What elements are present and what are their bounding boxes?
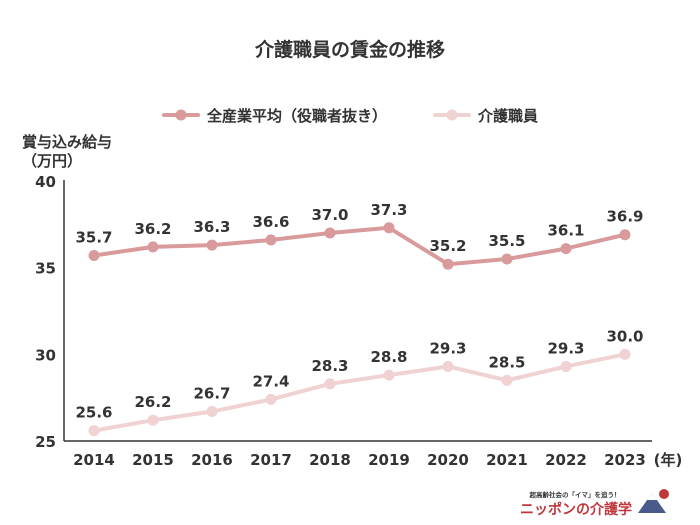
data-label: 37.0 bbox=[311, 206, 348, 224]
legend-marker-all-industry bbox=[175, 109, 187, 121]
data-point bbox=[324, 227, 336, 239]
series-1: 25.6 26.2 26.7 27.4 28.3 28.8 29.3 28.5 29.3 30.0 bbox=[75, 327, 644, 437]
y-axis-label-line1: 賞与込み給与 bbox=[22, 133, 112, 151]
series-0: 35.7 36.2 36.3 36.6 37.0 37.3 35.2 35.5 36.1 36.9 bbox=[75, 201, 644, 270]
data-label: 29.3 bbox=[429, 339, 466, 357]
logo-tagline: 超高齢社会の「イマ」を追う！ bbox=[529, 490, 621, 499]
data-point bbox=[560, 360, 572, 372]
data-label: 36.2 bbox=[134, 220, 171, 238]
mountain-icon bbox=[638, 493, 666, 513]
data-label: 35.2 bbox=[429, 237, 466, 255]
legend-label-all-industry: 全産業平均（役職者抜き） bbox=[206, 107, 387, 125]
data-label: 28.8 bbox=[370, 348, 407, 366]
x-tick-label: 2023 bbox=[604, 451, 646, 469]
data-point bbox=[265, 393, 277, 405]
data-point bbox=[442, 258, 454, 270]
y-tick-label: 40 bbox=[35, 173, 56, 191]
data-point bbox=[383, 222, 395, 234]
y-tick-label: 30 bbox=[35, 346, 56, 364]
x-tick-label: 2015 bbox=[132, 451, 174, 469]
x-axis-unit: (年) bbox=[654, 451, 683, 469]
data-label: 36.1 bbox=[547, 222, 584, 240]
data-label: 36.9 bbox=[606, 208, 643, 226]
data-point bbox=[265, 234, 277, 246]
y-tick-label: 25 bbox=[35, 433, 56, 451]
data-point bbox=[501, 253, 513, 265]
data-point bbox=[147, 414, 159, 426]
data-label: 30.0 bbox=[606, 327, 643, 345]
legend: 全産業平均（役職者抜き） 介護職員 bbox=[162, 107, 538, 125]
logo-name: ニッポンの介護学 bbox=[520, 501, 632, 518]
x-tick-label: 2020 bbox=[427, 451, 469, 469]
data-point bbox=[560, 243, 572, 255]
data-point bbox=[206, 239, 218, 251]
data-point bbox=[383, 369, 395, 381]
data-label: 36.3 bbox=[193, 218, 230, 236]
x-tick-label: 2018 bbox=[309, 451, 351, 469]
data-label: 29.3 bbox=[547, 339, 584, 357]
x-tick-label: 2017 bbox=[250, 451, 292, 469]
data-point bbox=[324, 378, 336, 390]
data-point bbox=[619, 348, 631, 360]
legend-label-care-workers: 介護職員 bbox=[477, 107, 538, 125]
brand-logo: 超高齢社会の「イマ」を追う！ ニッポンの介護学 bbox=[520, 489, 669, 518]
x-tick-label: 2019 bbox=[368, 451, 410, 469]
data-point bbox=[147, 241, 159, 253]
x-tick-label: 2014 bbox=[73, 451, 115, 469]
data-label: 26.7 bbox=[193, 385, 230, 403]
chart-title: 介護職員の賃金の推移 bbox=[254, 38, 445, 61]
y-tick-label: 35 bbox=[35, 260, 56, 278]
data-label: 27.4 bbox=[252, 372, 289, 390]
legend-marker-care-workers bbox=[446, 109, 458, 121]
x-tick-label: 2016 bbox=[191, 451, 233, 469]
data-label: 35.7 bbox=[75, 229, 112, 247]
data-point bbox=[88, 250, 100, 262]
data-label: 35.5 bbox=[488, 232, 525, 250]
x-tick-label: 2022 bbox=[545, 451, 587, 469]
data-label: 28.5 bbox=[488, 353, 525, 371]
mountain-snow-icon bbox=[647, 493, 657, 500]
y-axis-label-line2: （万円） bbox=[22, 152, 82, 170]
data-label: 37.3 bbox=[370, 201, 407, 219]
data-point bbox=[619, 229, 631, 241]
series-line bbox=[92, 225, 627, 267]
sun-icon bbox=[659, 489, 669, 499]
data-label: 25.6 bbox=[75, 404, 112, 422]
data-point bbox=[501, 374, 513, 386]
data-point bbox=[88, 425, 100, 437]
data-point bbox=[206, 406, 218, 418]
data-point bbox=[442, 360, 454, 372]
x-tick-label: 2021 bbox=[486, 451, 528, 469]
data-label: 28.3 bbox=[311, 357, 348, 375]
series-line bbox=[92, 352, 627, 433]
data-label: 26.2 bbox=[134, 393, 171, 411]
data-label: 36.6 bbox=[252, 213, 289, 231]
